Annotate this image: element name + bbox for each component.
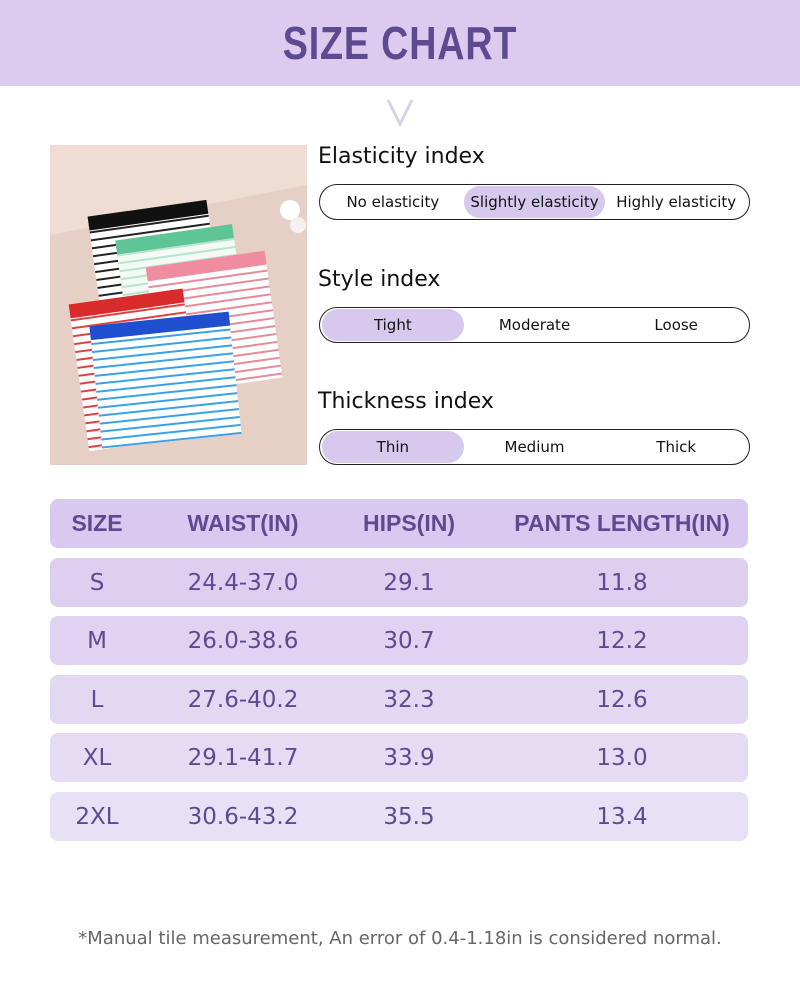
page-title: SIZE CHART <box>282 17 518 69</box>
cell-hips: 33.9 <box>383 744 435 771</box>
cell-hips: 32.3 <box>383 686 435 713</box>
cell-pants-length: 12.6 <box>596 686 648 713</box>
table-header: SIZE WAIST(IN) HIPS(IN) PANTS LENGTH(IN) <box>50 499 748 548</box>
cell-pants-length: 13.0 <box>596 744 648 771</box>
title-banner: SIZE CHART <box>0 0 800 86</box>
chevron-down-icon <box>386 99 414 128</box>
elasticity-selector: No elasticity Slightly elasticity Highly… <box>319 184 750 220</box>
option-tight: Tight <box>322 309 464 341</box>
option-loose: Loose <box>654 316 698 334</box>
option-moderate: Moderate <box>498 316 571 334</box>
cell-size: XL <box>82 744 112 771</box>
cell-waist: 26.0-38.6 <box>187 627 299 654</box>
option-thick: Thick <box>656 438 697 456</box>
cell-waist: 30.6-43.2 <box>187 803 299 830</box>
table-row: S 24.4-37.0 29.1 11.8 <box>50 558 748 607</box>
header-waist: WAIST(IN) <box>187 510 299 536</box>
cell-waist: 29.1-41.7 <box>187 744 299 771</box>
option-thin: Thin <box>322 431 464 463</box>
style-index-title: Style index <box>318 267 441 292</box>
option-highly-elasticity: Highly elasticity <box>616 193 737 211</box>
cell-hips: 35.5 <box>383 803 435 830</box>
header-pants-length: PANTS LENGTH(IN) <box>514 510 730 536</box>
table-row: M 26.0-38.6 30.7 12.2 <box>50 616 748 665</box>
elasticity-index-title: Elasticity index <box>318 144 485 169</box>
header-size: SIZE <box>71 510 123 536</box>
product-photo <box>50 145 307 465</box>
cell-hips: 29.1 <box>383 569 435 596</box>
measurement-note: *Manual tile measurement, An error of 0.… <box>78 928 722 949</box>
cell-waist: 24.4-37.0 <box>187 569 299 596</box>
table-row: 2XL 30.6-43.2 35.5 13.4 <box>50 792 748 841</box>
option-medium: Medium <box>504 438 565 456</box>
option-slightly-elasticity: Slightly elasticity <box>463 186 606 218</box>
table-row: XL 29.1-41.7 33.9 13.0 <box>50 733 748 782</box>
thickness-selector: Thin Medium Thick <box>319 429 750 465</box>
cell-waist: 27.6-40.2 <box>187 686 299 713</box>
cell-hips: 30.7 <box>383 627 435 654</box>
cell-pants-length: 12.2 <box>596 627 648 654</box>
cell-pants-length: 13.4 <box>596 803 648 830</box>
cell-size: M <box>87 627 107 654</box>
cell-size: S <box>89 569 105 596</box>
cell-pants-length: 11.8 <box>596 569 648 596</box>
header-hips: HIPS(IN) <box>363 510 455 536</box>
option-no-elasticity: No elasticity <box>346 193 440 211</box>
style-selector: Tight Moderate Loose <box>319 307 750 343</box>
cell-size: L <box>90 686 104 713</box>
table-row: L 27.6-40.2 32.3 12.6 <box>50 675 748 724</box>
thickness-index-title: Thickness index <box>318 389 494 414</box>
cell-size: 2XL <box>75 803 119 830</box>
